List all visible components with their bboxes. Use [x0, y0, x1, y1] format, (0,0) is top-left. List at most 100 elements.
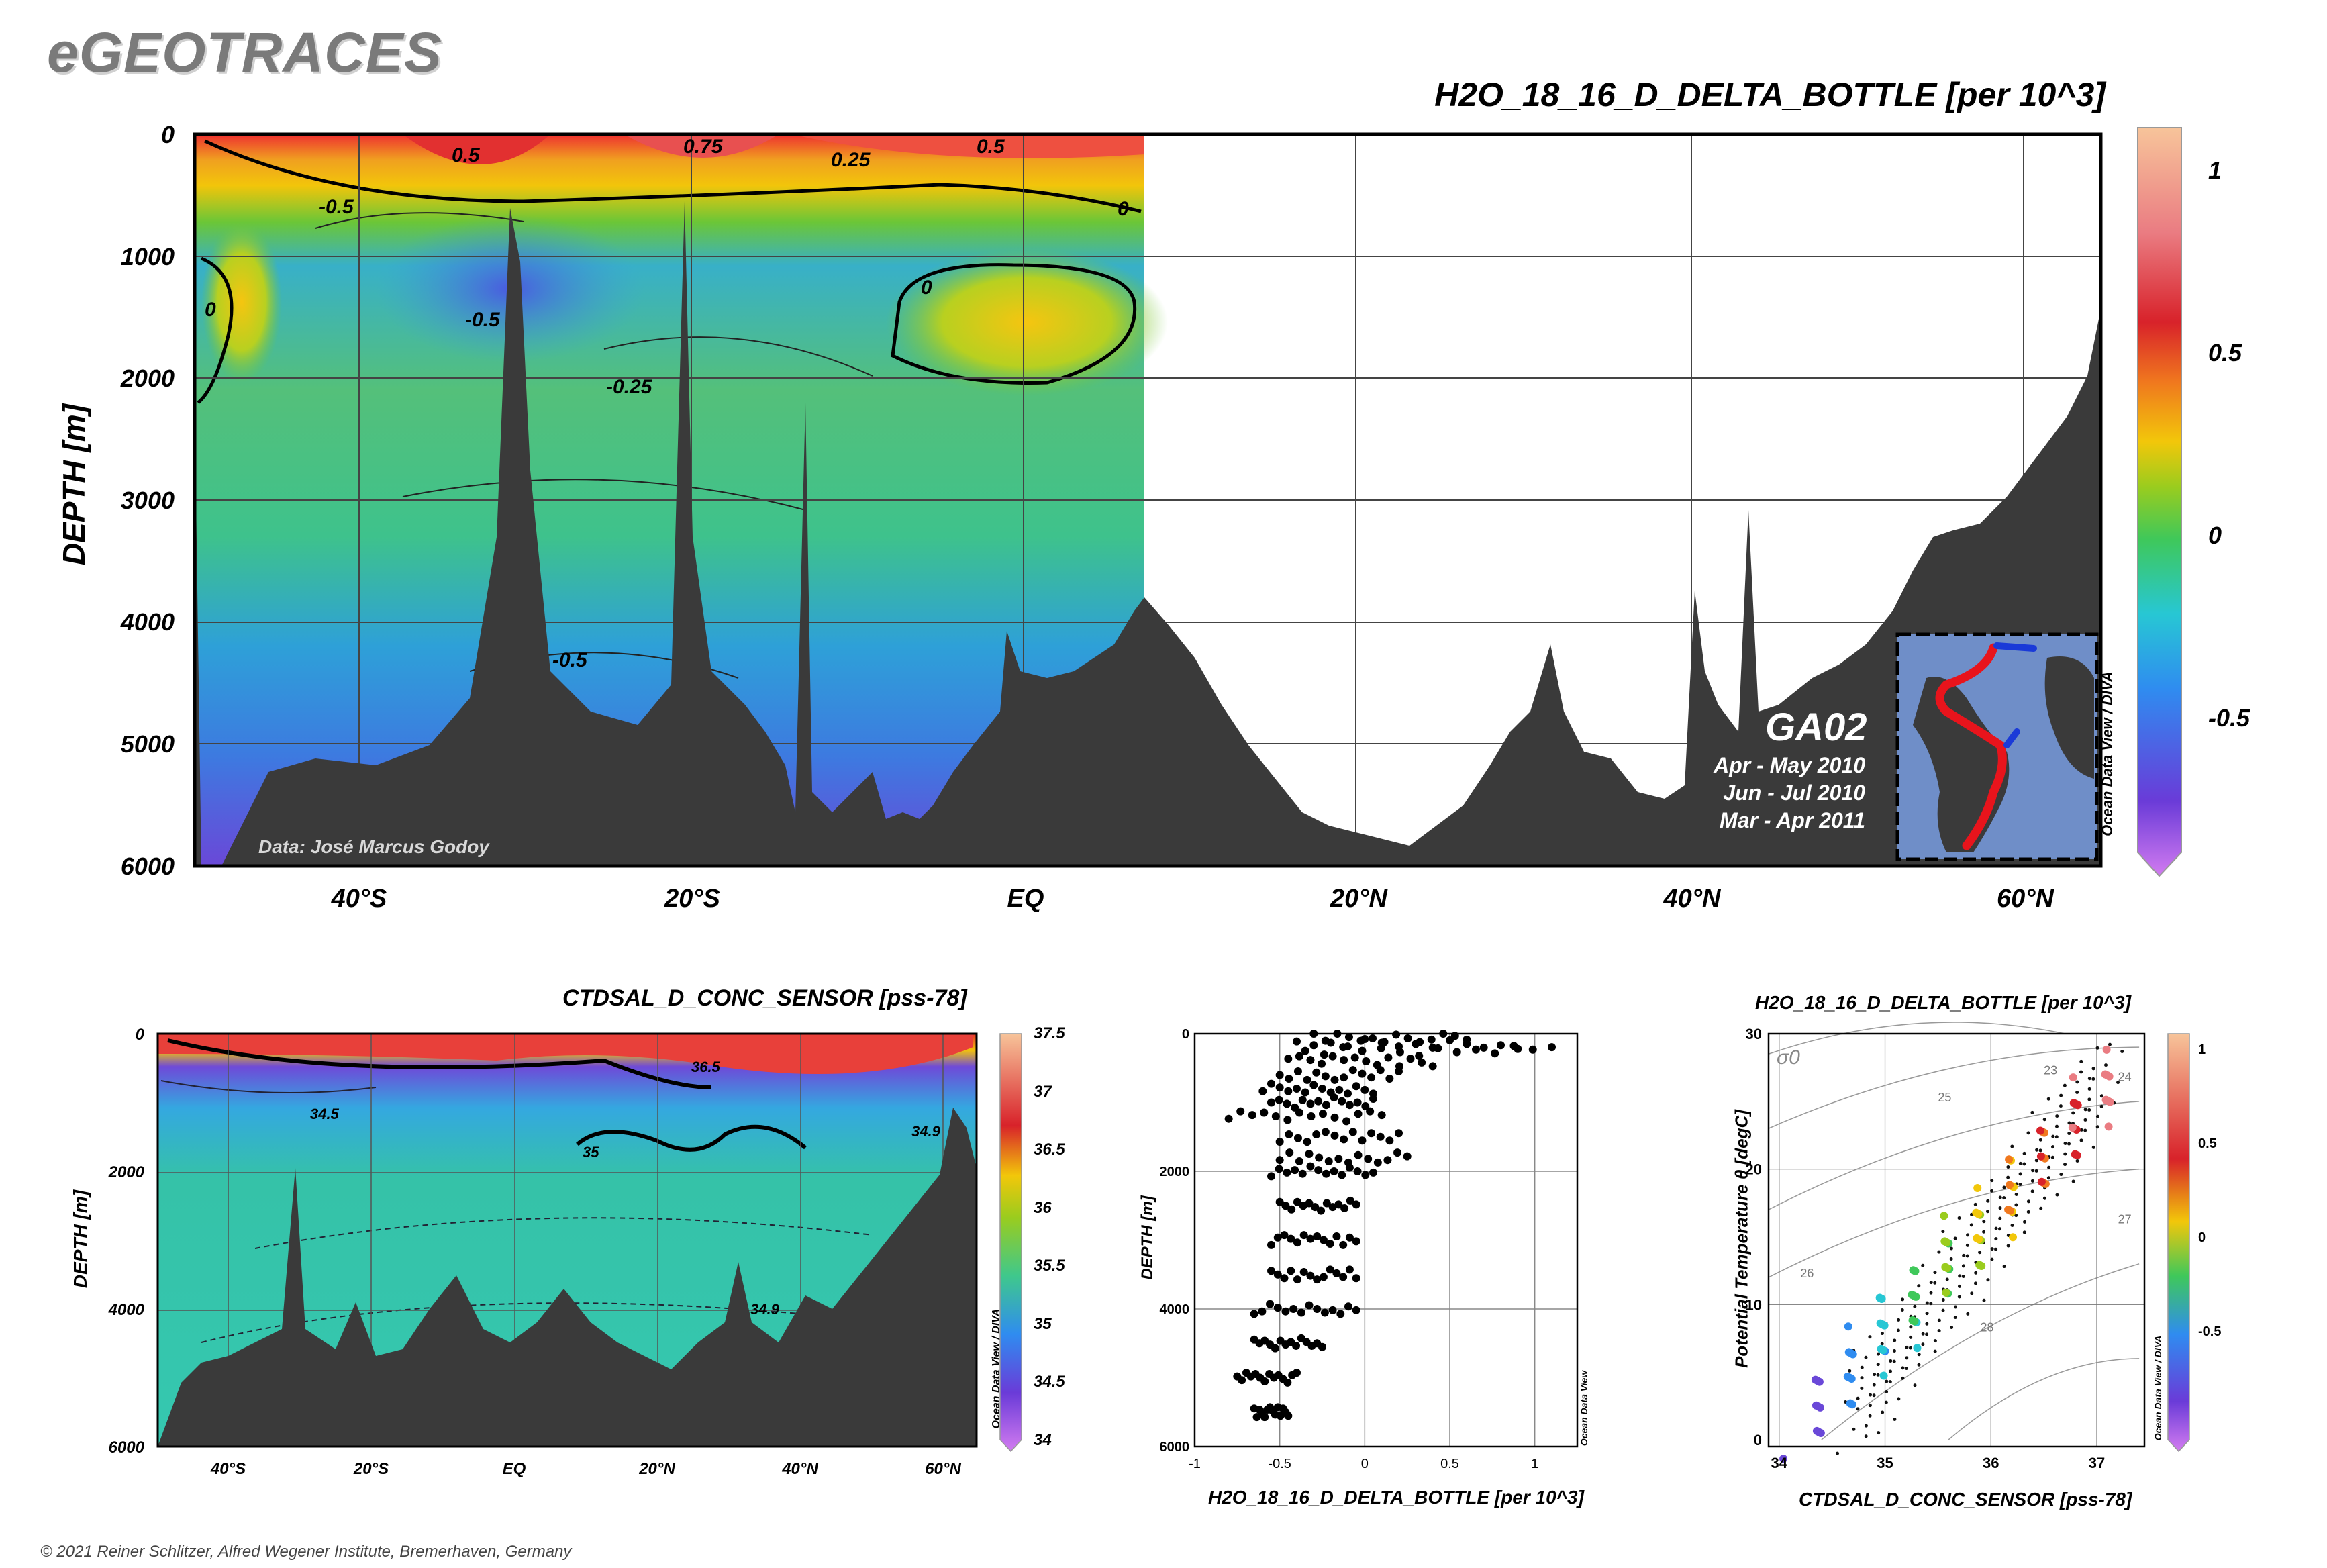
ts-background-point	[2022, 1230, 2026, 1234]
ts-y-tick: 0	[1754, 1432, 1762, 1449]
profile-point	[1344, 1033, 1353, 1042]
main-bathymetry	[195, 201, 2101, 866]
profile-point	[1334, 1200, 1343, 1209]
main-x-tick: 40°S	[331, 885, 387, 913]
profile-point	[1367, 1073, 1376, 1082]
profile-point	[1340, 1073, 1348, 1082]
ts-colored-point	[2006, 1181, 2014, 1189]
profile-point	[1395, 1048, 1404, 1057]
profile-point	[1275, 1071, 1284, 1079]
profile-point	[1317, 1206, 1326, 1215]
profile-point	[1348, 1128, 1357, 1136]
cruise-date: Jun - Jul 2010	[1723, 781, 1865, 805]
profile-point	[1428, 1062, 1437, 1071]
profile-point	[1313, 1232, 1322, 1240]
profile-point	[1367, 1129, 1376, 1138]
ts-background-point	[1966, 1233, 1970, 1237]
ts-background-point	[2083, 1108, 2087, 1112]
profile-point	[1491, 1049, 1499, 1058]
ts-background-point	[2055, 1114, 2059, 1118]
colorbar-watermark: Ocean Data View / DIVA	[991, 1308, 1002, 1429]
ts-background-point	[2042, 1118, 2046, 1122]
ts-background-point	[2010, 1224, 2014, 1228]
ts-background-point	[2075, 1080, 2079, 1084]
ts-background-point	[1901, 1376, 1905, 1380]
main-x-tick: 60°N	[1997, 885, 2054, 913]
profile-point	[1295, 1108, 1303, 1117]
profile-point	[1298, 1169, 1307, 1178]
profile-point	[1319, 1236, 1328, 1244]
ts-background-point	[1897, 1397, 1901, 1401]
ts-background-point	[2038, 1148, 2042, 1153]
ts-background-point	[1880, 1332, 1884, 1336]
profile-point	[1305, 1301, 1314, 1310]
ts-colorbar-tick: 0.5	[2198, 1136, 2217, 1151]
ts-x-label: CTDSAL_D_CONC_SENSOR [pss-78]	[1799, 1489, 2132, 1510]
profile-point	[1293, 1085, 1301, 1093]
salinity-x-tick: 20°N	[639, 1460, 675, 1478]
ts-background-point	[2071, 1111, 2075, 1115]
ts-background-point	[1876, 1373, 1880, 1377]
profile-point	[1415, 1052, 1424, 1061]
ts-background-point	[1994, 1247, 1998, 1251]
ts-background-point	[1889, 1369, 1893, 1373]
profile-point	[1273, 1270, 1282, 1279]
profile-point	[1392, 1030, 1401, 1039]
profile-point	[1280, 1274, 1289, 1283]
ts-background-point	[1990, 1247, 1994, 1251]
profile-point	[1275, 1165, 1283, 1173]
profile-point	[1330, 1113, 1339, 1122]
profile-point	[1328, 1052, 1337, 1061]
profile-point	[1321, 1072, 1330, 1081]
ts-background-point	[2095, 1046, 2099, 1050]
profile-point	[1312, 1068, 1321, 1077]
ts-colored-point	[2101, 1070, 2110, 1079]
ts-background-point	[1881, 1410, 1885, 1414]
salinity-x-tick: 40°S	[210, 1460, 246, 1478]
profile-point	[1344, 1089, 1352, 1098]
profile-point	[1376, 1132, 1385, 1141]
profile-point	[1330, 1167, 1338, 1175]
ts-background-point	[2026, 1199, 2030, 1204]
ts-background-point	[1893, 1417, 1897, 1421]
ts-background-point	[1950, 1325, 1954, 1329]
ts-background-point	[1986, 1210, 1990, 1214]
ts-background-point	[1998, 1216, 2002, 1220]
ts-colored-point	[1844, 1322, 1852, 1331]
ts-background-point	[2099, 1104, 2103, 1108]
salinity-x-tick: EQ	[502, 1460, 526, 1478]
profile-point	[1287, 1267, 1295, 1275]
ts-background-point	[2047, 1165, 2051, 1169]
ts-background-point	[1921, 1263, 1925, 1267]
contour-label: -0.25	[606, 376, 652, 398]
profile-point	[1497, 1041, 1505, 1050]
main-y-tick: 5000	[120, 730, 175, 758]
ts-background-point	[1990, 1257, 1994, 1261]
colorbar-tick: 0	[2208, 522, 2222, 549]
ts-background-point	[2083, 1128, 2087, 1132]
ts-background-point	[1905, 1356, 1909, 1360]
isopycnal-line	[1768, 1168, 2140, 1278]
ts-background-point	[1986, 1199, 1990, 1203]
colorbar-watermark: Ocean Data View / DIVA	[2099, 671, 2116, 836]
profile-point	[1271, 1112, 1280, 1120]
ts-colored-point	[2101, 1095, 2110, 1104]
ts-background-point	[1860, 1365, 1864, 1369]
profile-point	[1352, 1274, 1360, 1283]
profile-point	[1267, 1240, 1275, 1249]
profile-y-tick: 6000	[1160, 1440, 1190, 1455]
profile-point	[1233, 1372, 1242, 1381]
isopycnal-label: 24	[2118, 1071, 2132, 1084]
ts-colored-point	[2037, 1177, 2046, 1186]
ts-background-point	[2067, 1142, 2071, 1146]
ts-background-point	[1869, 1393, 1873, 1397]
ts-background-point	[2014, 1192, 2018, 1196]
ts-y-tick: 30	[1746, 1026, 1762, 1042]
ts-background-point	[1957, 1216, 1961, 1220]
ts-colored-point	[1973, 1184, 1982, 1193]
profile-point	[1345, 1101, 1354, 1110]
profile-point	[1385, 1136, 1394, 1145]
ts-colored-point	[1812, 1401, 1820, 1410]
profile-point	[1318, 1110, 1327, 1118]
ts-y-label: Potential Temperature θ [degC]	[1731, 1110, 1752, 1368]
